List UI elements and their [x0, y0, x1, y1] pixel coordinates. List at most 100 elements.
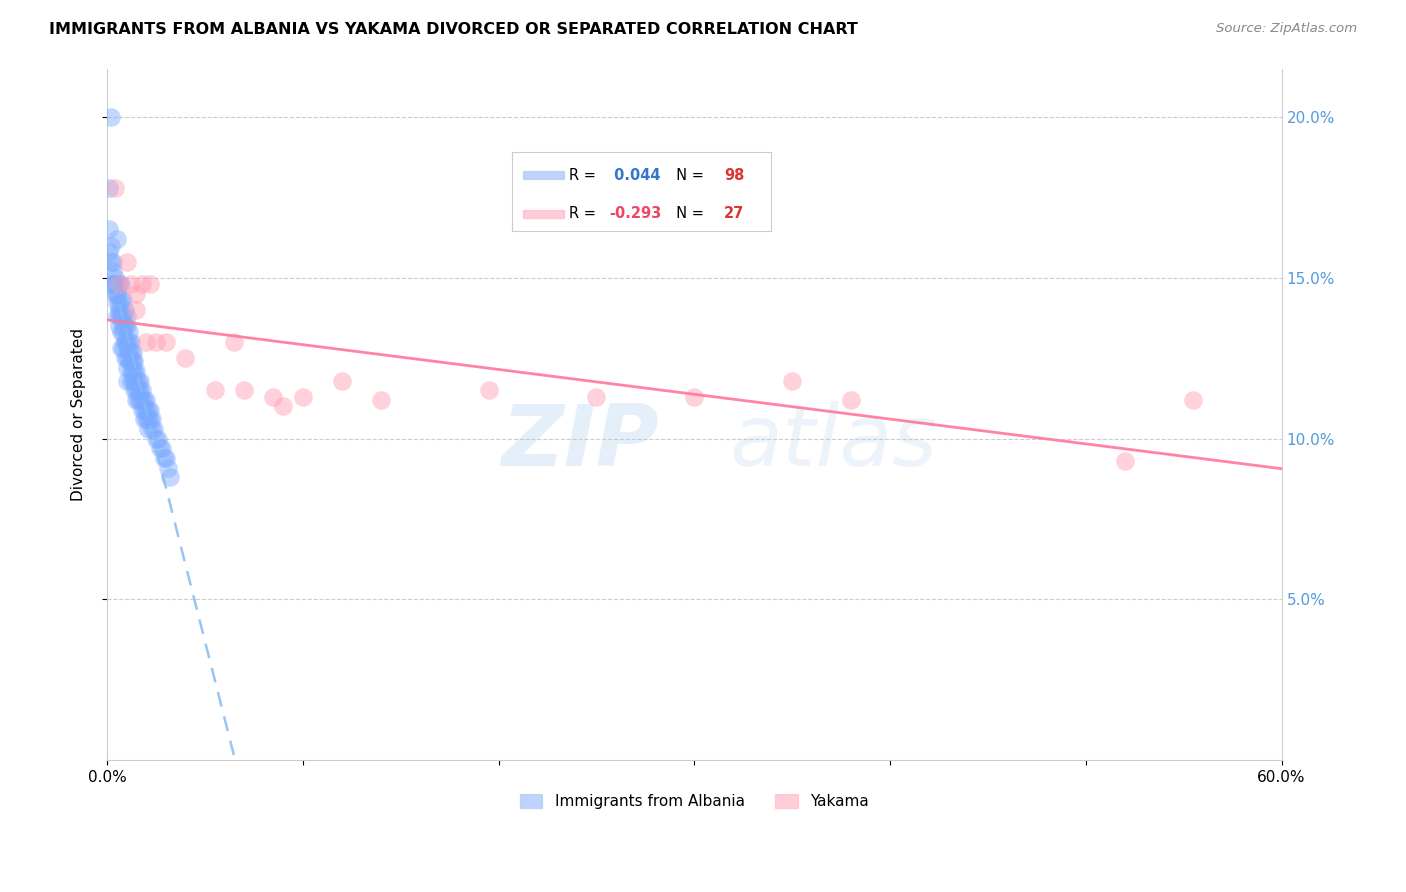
Point: [134, 412, 156, 426]
Point: [105, 232, 128, 246]
Point: [108, 318, 131, 333]
Point: [110, 293, 132, 308]
Point: [108, 277, 131, 292]
Point: [124, 384, 146, 398]
Point: [101, 254, 124, 268]
Point: [139, 402, 162, 417]
Point: [155, 334, 177, 349]
Point: [135, 392, 157, 407]
Point: [124, 374, 146, 388]
Point: [1114, 454, 1136, 468]
Point: [111, 310, 134, 324]
Point: [100, 238, 122, 252]
Point: [100, 110, 122, 124]
Point: [127, 384, 149, 398]
Point: [127, 392, 149, 407]
Point: [1182, 392, 1205, 407]
Point: [120, 354, 142, 368]
Point: [104, 277, 127, 292]
Point: [156, 460, 179, 475]
Point: [135, 402, 157, 417]
Point: [370, 392, 392, 407]
Point: [115, 310, 138, 324]
Point: [124, 354, 146, 368]
Point: [120, 364, 142, 378]
Point: [233, 384, 256, 398]
Point: [105, 286, 128, 301]
Point: [111, 293, 134, 308]
Point: [115, 334, 138, 349]
Point: [271, 400, 294, 414]
Point: [115, 318, 138, 333]
Point: [149, 442, 172, 456]
Point: [153, 450, 176, 465]
Point: [125, 384, 148, 398]
Point: [224, 334, 246, 349]
Point: [108, 277, 131, 292]
Point: [104, 270, 127, 285]
Point: [129, 374, 152, 388]
Point: [291, 390, 314, 404]
Point: [121, 374, 143, 388]
Point: [105, 296, 128, 310]
Point: [101, 277, 124, 292]
Text: atlas: atlas: [730, 401, 938, 483]
Point: [110, 310, 132, 324]
Point: [121, 364, 143, 378]
Y-axis label: Divorced or Separated: Divorced or Separated: [72, 328, 86, 501]
Point: [108, 310, 131, 324]
Point: [125, 302, 148, 317]
Point: [100, 254, 122, 268]
Point: [120, 334, 142, 349]
Point: [131, 277, 153, 292]
Point: [98, 244, 121, 259]
Point: [136, 412, 159, 426]
Point: [101, 277, 124, 292]
Point: [114, 334, 136, 349]
Point: [134, 392, 156, 407]
Point: [114, 334, 136, 349]
Point: [131, 402, 153, 417]
Point: [105, 310, 128, 324]
Point: [129, 392, 152, 407]
Point: [115, 374, 138, 388]
Point: [145, 334, 167, 349]
Point: [125, 392, 148, 407]
Point: [780, 374, 803, 388]
Point: [204, 384, 226, 398]
Point: [110, 310, 132, 324]
Text: Source: ZipAtlas.com: Source: ZipAtlas.com: [1216, 22, 1357, 36]
Point: [120, 374, 142, 388]
Point: [115, 254, 138, 268]
Point: [111, 326, 134, 340]
Point: [585, 390, 607, 404]
Point: [120, 277, 142, 292]
Point: [110, 277, 132, 292]
Point: [125, 374, 148, 388]
Point: [121, 354, 143, 368]
Point: [155, 450, 177, 465]
Point: [124, 364, 146, 378]
Point: [174, 351, 197, 365]
Point: [839, 392, 862, 407]
Point: [98, 222, 121, 236]
Point: [117, 344, 139, 359]
Point: [127, 374, 149, 388]
Point: [141, 412, 163, 426]
Point: [330, 374, 353, 388]
Point: [125, 364, 148, 378]
Point: [115, 360, 138, 375]
Point: [117, 334, 139, 349]
Point: [125, 286, 148, 301]
Point: [98, 180, 121, 194]
Point: [104, 286, 127, 301]
Point: [478, 384, 501, 398]
Point: [105, 286, 128, 301]
Point: [108, 302, 131, 317]
Point: [262, 390, 284, 404]
Point: [120, 344, 142, 359]
Point: [136, 402, 159, 417]
Point: [121, 344, 143, 359]
Text: IMMIGRANTS FROM ALBANIA VS YAKAMA DIVORCED OR SEPARATED CORRELATION CHART: IMMIGRANTS FROM ALBANIA VS YAKAMA DIVORC…: [49, 22, 858, 37]
Point: [108, 296, 131, 310]
